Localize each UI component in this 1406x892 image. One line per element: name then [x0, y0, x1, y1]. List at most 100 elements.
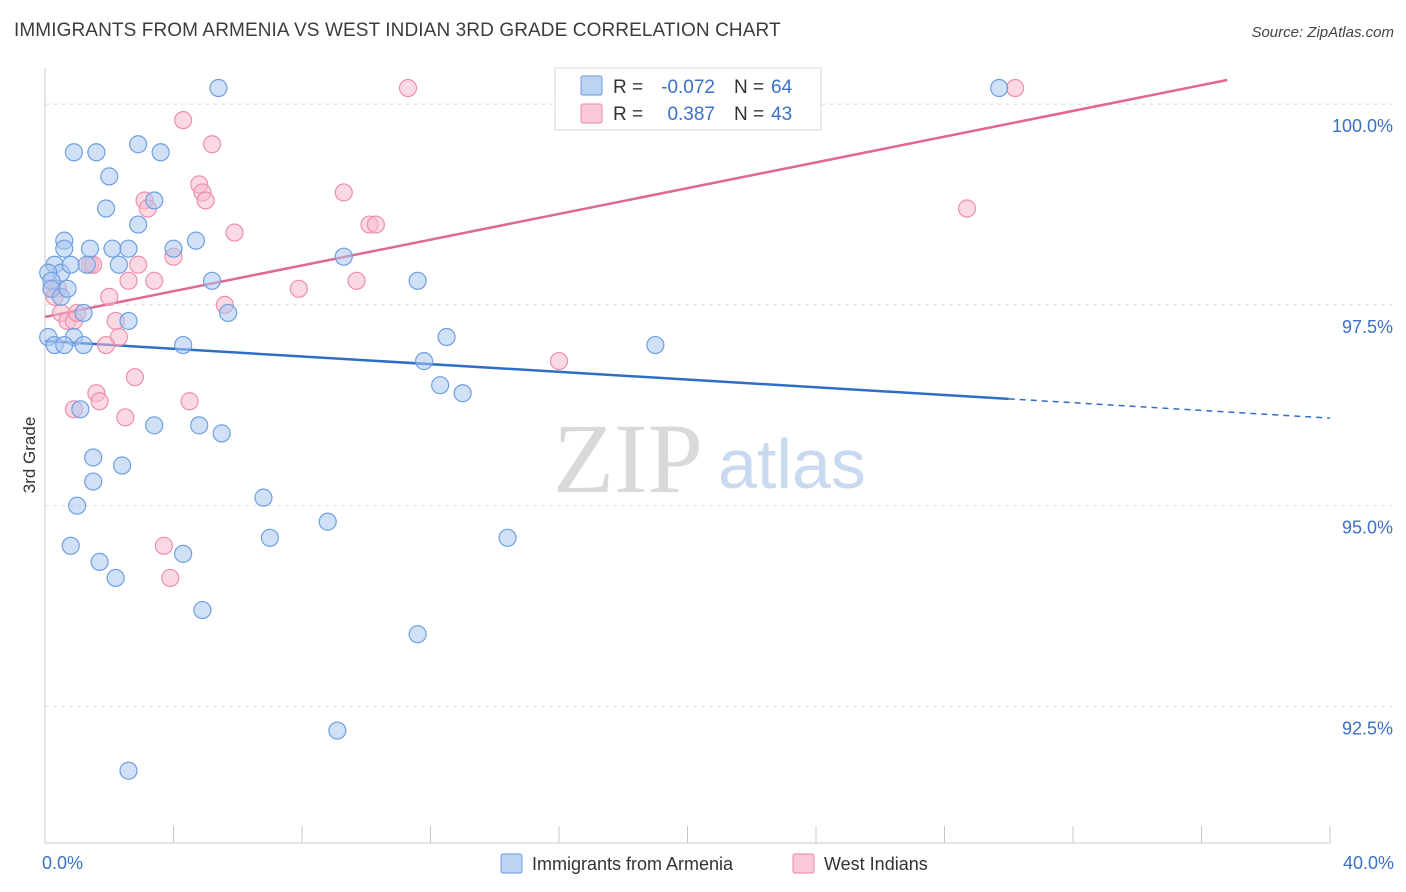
armenia-point	[90, 552, 109, 571]
legend-swatch-armenia	[580, 75, 603, 96]
trend-lines	[44, 78, 1331, 419]
west-indian-point	[174, 111, 193, 130]
west-indian-point	[225, 223, 244, 242]
armenia-point	[61, 255, 80, 274]
armenia-point	[87, 143, 106, 162]
armenia-point	[55, 335, 74, 355]
armenia-point	[254, 488, 273, 507]
armenia-point	[96, 199, 116, 218]
armenia-point	[174, 544, 193, 563]
west-indian-point	[119, 271, 138, 290]
x-tick-label-max: 40.0%	[1343, 853, 1394, 873]
armenia-point	[119, 311, 138, 331]
armenia-point	[74, 303, 93, 323]
armenia-point	[431, 376, 450, 395]
trendline-armenia-extension	[1008, 398, 1331, 419]
armenia-point	[84, 472, 103, 491]
armenia-point	[408, 625, 427, 644]
west-indian-point	[96, 335, 116, 355]
source-credit: Source: ZipAtlas.com	[1251, 24, 1394, 41]
y-tick-label: 100.0%	[1332, 116, 1393, 136]
west-indian-point	[100, 287, 119, 306]
legend-box: R = -0.072 N = 64 R = 0.387 N = 43	[554, 67, 822, 131]
y-tick-labels: 100.0% 97.5% 95.0% 92.5%	[1332, 116, 1393, 738]
armenia-point	[84, 448, 103, 467]
legend-r-value-armenia: -0.072	[661, 77, 715, 98]
armenia-point	[318, 512, 337, 531]
y-tick-label: 95.0%	[1342, 518, 1393, 538]
legend-swatch-west-indians	[580, 103, 603, 124]
chart-title: IMMIGRANTS FROM ARMENIA VS WEST INDIAN 3…	[14, 20, 781, 41]
armenia-point	[68, 496, 87, 515]
armenia-point	[129, 135, 148, 154]
armenia-point	[174, 335, 193, 355]
armenia-point	[71, 400, 90, 419]
west-indian-point	[202, 135, 222, 154]
armenia-point	[334, 247, 353, 266]
west-indian-point	[161, 568, 180, 588]
legend-r-label-armenia: R =	[613, 77, 643, 98]
bottom-legend-label-armenia: Immigrants from Armenia	[532, 854, 734, 874]
data-points	[39, 78, 1025, 780]
armenia-point	[190, 416, 209, 435]
armenia-point	[58, 279, 77, 298]
armenia-point	[103, 239, 122, 258]
bottom-legend-label-west-indians: West Indians	[824, 854, 928, 874]
west-indian-point	[366, 215, 385, 234]
armenia-point	[260, 528, 279, 547]
armenia-point	[145, 191, 164, 210]
armenia-point	[106, 568, 125, 588]
west-indian-point	[90, 392, 109, 411]
west-indian-point	[109, 327, 128, 347]
grid-lines	[45, 103, 1392, 707]
armenia-point	[109, 255, 128, 274]
armenia-point	[408, 271, 427, 290]
bottom-legend-swatch-west-indians	[792, 853, 815, 874]
legend-r-label-west-indians: R =	[613, 104, 643, 125]
armenia-point	[100, 167, 119, 186]
armenia-point	[145, 416, 164, 435]
armenia-point	[80, 239, 100, 258]
armenia-point	[112, 456, 132, 475]
west-indian-point	[116, 408, 135, 427]
armenia-point	[186, 231, 206, 250]
armenia-point	[212, 424, 231, 443]
west-indian-point	[334, 183, 353, 202]
armenia-point	[164, 239, 183, 258]
armenia-point	[151, 143, 170, 162]
armenia-point	[61, 536, 80, 555]
west-indian-point	[957, 199, 977, 218]
west-indian-point	[145, 271, 164, 290]
legend-n-label-armenia: N =	[734, 77, 764, 98]
west-indian-point	[125, 368, 145, 387]
west-indian-point	[347, 271, 366, 290]
armenia-point	[990, 78, 1009, 98]
armenia-point	[55, 239, 74, 258]
west-indian-point	[129, 255, 148, 274]
west-indian-point	[180, 392, 199, 411]
armenia-point	[119, 239, 138, 258]
legend-r-value-west-indians: 0.387	[667, 104, 715, 125]
armenia-point	[453, 384, 472, 403]
legend-n-value-armenia: 64	[771, 77, 793, 98]
armenia-point	[77, 255, 96, 274]
y-tick-label: 92.5%	[1342, 718, 1393, 738]
west-indian-point	[549, 352, 569, 371]
west-indian-point	[196, 191, 215, 210]
y-tick-label: 97.5%	[1342, 317, 1393, 337]
bottom-legend-swatch-armenia	[500, 853, 523, 874]
trendline-west-indians	[44, 78, 1228, 319]
armenia-point	[498, 528, 517, 547]
watermark-zip: ZIP	[553, 403, 703, 514]
axes	[44, 68, 1331, 844]
armenia-point	[328, 721, 347, 740]
armenia-point	[646, 335, 665, 355]
west-indian-point	[154, 536, 173, 555]
armenia-point	[437, 327, 456, 347]
trendline-armenia	[44, 339, 1009, 401]
x-tick-label-min: 0.0%	[42, 853, 83, 873]
armenia-point	[414, 352, 434, 371]
armenia-point	[119, 761, 138, 780]
armenia-point	[129, 215, 148, 234]
